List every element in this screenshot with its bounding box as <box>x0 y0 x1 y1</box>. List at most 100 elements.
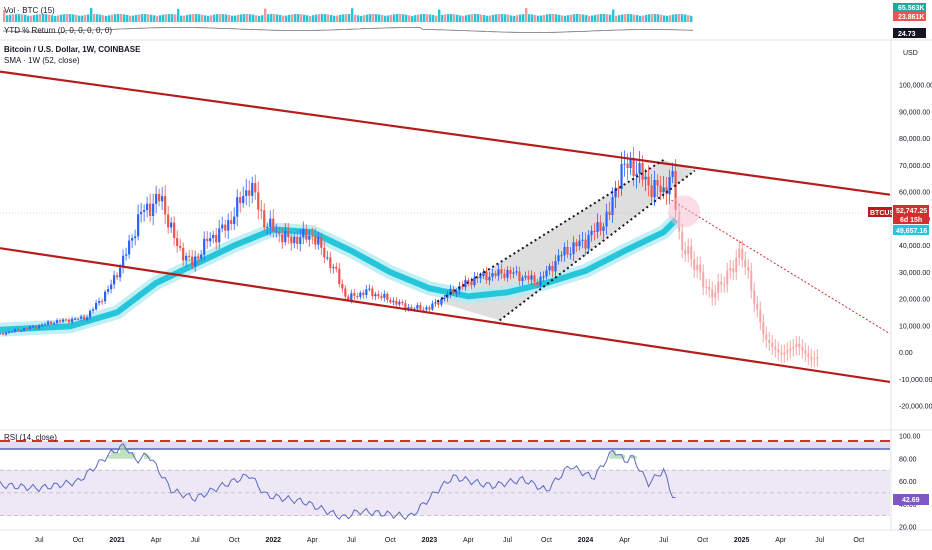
volume-bar <box>342 14 345 22</box>
volume-bar <box>204 15 207 22</box>
time-tick-label: 2022 <box>265 537 281 544</box>
candle-body <box>353 293 356 296</box>
candle-body <box>290 236 293 244</box>
candle-body <box>344 288 347 297</box>
projection-body <box>741 248 744 260</box>
candle-body <box>299 237 302 244</box>
candle-body <box>233 216 236 224</box>
main-panel: Bitcoin / U.S. Dollar, 1W, COINBASE SMA … <box>0 45 891 384</box>
volume-bar <box>450 14 453 22</box>
volume-bar <box>330 15 333 22</box>
symbol-tag-text: BTCUSD <box>870 210 899 217</box>
projection-body <box>720 281 723 285</box>
projection-body <box>798 344 801 348</box>
volume-bar <box>540 15 543 22</box>
volume-bar <box>162 14 165 22</box>
volume-bar <box>483 15 486 22</box>
volume-bar <box>213 14 216 22</box>
candle-body <box>100 301 104 303</box>
volume-bar <box>240 14 243 22</box>
countdown-tag-text: 6d 15h <box>900 217 922 224</box>
candle-body <box>422 309 425 311</box>
projection-body <box>780 352 783 355</box>
candle-body <box>473 277 476 286</box>
volume-bar <box>372 14 375 22</box>
candle-body <box>437 302 440 305</box>
projection-line <box>671 199 891 335</box>
volume-bar <box>42 14 45 22</box>
volume-bar <box>633 14 636 22</box>
volume-bar <box>555 14 558 22</box>
candle-body <box>455 290 458 294</box>
candle-body <box>311 235 314 237</box>
volume-bar <box>549 14 552 22</box>
volume-bar <box>528 14 531 22</box>
candle-body <box>85 317 89 320</box>
sma-label: SMA · 1W (52, close) <box>4 56 80 65</box>
rsi-tick-label: 20.00 <box>899 525 917 532</box>
rsi-axis[interactable]: 100.00 80.00 60.00 40.00 20.00 <box>899 434 921 532</box>
candle-body <box>611 197 614 216</box>
candle-body <box>596 222 599 232</box>
time-tick-label: 2024 <box>578 537 594 544</box>
volume-bar <box>75 14 78 22</box>
volume-bar <box>354 14 357 22</box>
volume-bar <box>624 14 627 22</box>
rsi-tick-label: 60.00 <box>899 479 917 486</box>
volume-bar <box>447 14 450 22</box>
volume-bar <box>672 14 675 22</box>
volume-bar <box>387 15 390 22</box>
ytd-label: YTD % Return (0, 0, 0, 0, 0, 0) <box>4 26 112 35</box>
candle-body <box>512 272 515 274</box>
volume-bar <box>243 14 246 22</box>
candle-body <box>137 214 140 237</box>
highlight-circle <box>668 195 701 228</box>
candle-body <box>368 288 371 290</box>
candle-body <box>638 163 641 174</box>
channel-lower-line <box>0 247 891 384</box>
volume-bar <box>135 14 138 22</box>
volume-bar <box>51 15 54 22</box>
time-tick-label: Apr <box>619 537 631 544</box>
projection-body <box>747 266 750 271</box>
volume-bar <box>510 15 513 22</box>
main-title: Bitcoin / U.S. Dollar, 1W, COINBASE <box>4 45 141 54</box>
volume-bar <box>480 14 483 22</box>
volume-bar <box>669 15 672 22</box>
volume-bar <box>366 14 369 22</box>
candle-body <box>350 293 353 301</box>
candle-body <box>113 275 116 285</box>
candle-body <box>341 283 344 289</box>
candle-body <box>97 301 101 303</box>
candle-body <box>566 246 569 255</box>
volume-bar <box>489 15 492 22</box>
projection-body <box>699 264 702 273</box>
rsi-tag-bg <box>893 494 929 505</box>
volume-tag-bottom <box>893 12 926 21</box>
volume-bar <box>108 15 111 22</box>
time-tick-label: Jul <box>347 537 356 544</box>
time-axis[interactable]: Jul Oct 2021 Apr Jul Oct 2022 Apr Jul Oct 2023 Apr J… <box>35 537 865 544</box>
candle-body <box>518 271 521 281</box>
candle-body <box>449 288 452 295</box>
candle-body <box>215 235 218 243</box>
candle-body <box>37 325 41 329</box>
volume-bar <box>312 15 315 22</box>
candle-body <box>605 211 608 227</box>
candle-body <box>209 238 212 242</box>
projection-body <box>726 270 729 285</box>
candle-body <box>266 227 269 229</box>
volume-bar <box>348 14 351 22</box>
volume-bar <box>462 15 465 22</box>
candle-body <box>64 319 68 321</box>
volume-bar <box>12 14 15 22</box>
rsi-overbought-zone <box>0 441 890 449</box>
volume-bar <box>627 14 630 22</box>
projection-body <box>702 272 705 288</box>
candle-body <box>257 192 260 210</box>
time-tick-label: Jul <box>503 537 512 544</box>
candle-body <box>242 195 245 204</box>
volume-bar <box>573 14 576 22</box>
projection-body <box>723 284 726 286</box>
